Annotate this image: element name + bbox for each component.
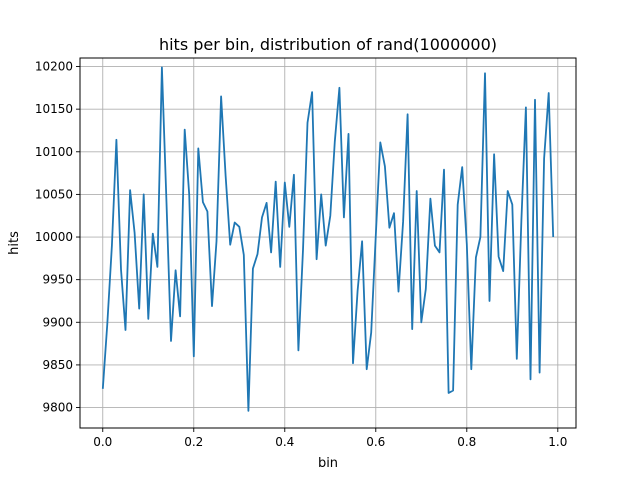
x-tick-label: 0.0 [93,435,112,449]
x-tick-label: 0.2 [184,435,203,449]
x-tick-label: 1.0 [548,435,567,449]
y-tick-label: 10100 [35,145,73,159]
series-line [101,66,555,412]
y-tick-label: 9800 [42,401,73,415]
x-axis-label: bin [318,456,338,471]
plot-frame [79,57,577,429]
y-axis-label: hits [7,231,22,255]
y-tick-label: 10050 [35,187,73,201]
x-tick-label: 0.4 [275,435,294,449]
y-tick-label: 10200 [35,60,73,74]
series-layer [101,66,555,412]
chart-title: hits per bin, distribution of rand(10000… [159,35,497,54]
y-tick-label: 10150 [35,102,73,116]
x-tick-label: 0.6 [366,435,385,449]
x-tick-label: 0.8 [457,435,476,449]
y-tick-label: 9950 [42,273,73,287]
axis-ticks: 0.0 0.2 0.4 0.6 0.8 1.0 9800 9850 9900 9950 10000 1… [35,60,568,449]
y-tick-label: 10000 [35,230,73,244]
y-tick-label: 9900 [42,315,73,329]
y-tick-label: 9850 [42,358,73,372]
